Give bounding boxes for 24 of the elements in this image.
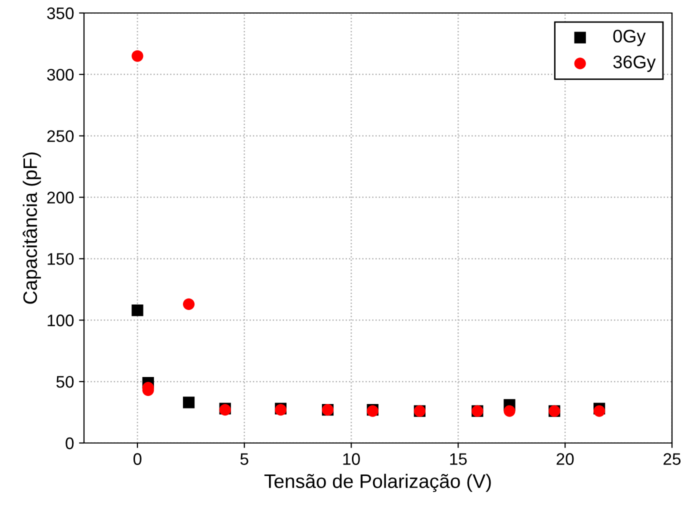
x-tick-label: 0 [133, 453, 142, 465]
point [593, 405, 606, 417]
x-tick-label: 25 [664, 453, 681, 465]
y-tick-label: 50 [56, 376, 74, 388]
x-tick-label: 15 [450, 453, 467, 465]
y-tick-label: 250 [47, 130, 74, 142]
legend-label: 0Gy [613, 30, 646, 46]
point [132, 304, 144, 316]
x-tick-label: 5 [240, 453, 248, 465]
y-tick-label: 100 [48, 314, 74, 326]
point [504, 405, 516, 417]
x-tick-label: 10 [343, 453, 360, 465]
y-tick-label: 0 [66, 437, 74, 450]
y-tick-label: 300 [47, 68, 74, 81]
point [182, 396, 195, 408]
legend-label: 36Gy [613, 56, 656, 72]
point [182, 298, 195, 310]
y-tick-label: 150 [48, 253, 74, 265]
x-tick-label: 20 [556, 453, 574, 465]
y-tick-label: 350 [47, 7, 74, 20]
point [132, 50, 144, 62]
y-tick-label: 200 [47, 192, 74, 204]
x-axis-title: Tensão de Polarização (V) [264, 474, 491, 492]
y-axis-title: Capacitância (pF) [22, 152, 41, 304]
